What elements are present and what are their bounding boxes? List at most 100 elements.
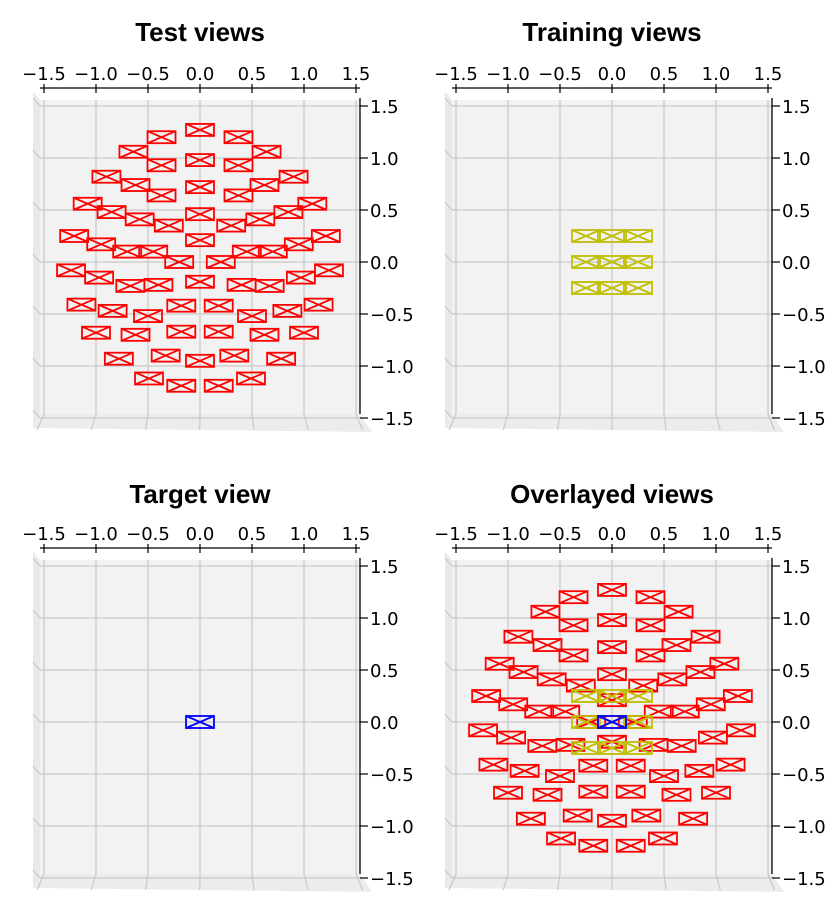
pane-wall-bottom [33,414,372,432]
camera-marker [503,629,534,644]
camera-marker [536,672,567,687]
camera-marker [571,741,601,755]
x-tick-label: −1.0 [74,64,118,85]
camera-marker [231,244,262,259]
camera-marker [257,244,288,259]
camera-marker [283,237,314,252]
camera-marker [558,590,589,605]
camera-marker [138,244,169,259]
camera-marker [185,153,215,167]
camera-marker [249,327,280,342]
camera-marker [623,741,653,755]
y-tick-label: 1.0 [782,609,811,630]
camera-marker [185,353,215,368]
camera-marker [185,233,215,248]
camera-marker [615,838,646,853]
grid-line-floor [502,413,509,431]
camera-marker [146,158,177,173]
grid-line-wall [444,869,453,879]
camera-marker [578,758,609,773]
camera-marker [532,787,563,802]
grid-line-floor [663,413,667,431]
camera-marker [120,327,151,342]
x-tick-label: 0.5 [650,64,679,85]
y-tick-label: 0.5 [782,201,811,222]
camera-marker [597,281,627,295]
camera-marker [185,715,215,729]
grid-line-wall [444,357,453,367]
camera-marker [578,838,609,853]
camera-marker [623,715,653,729]
camera-marker [631,808,662,823]
camera-marker [185,274,215,289]
camera-marker [558,648,589,663]
camera-marker [684,763,715,778]
camera-marker [278,169,309,184]
y-tick-label: 0.0 [782,253,811,274]
y-tick-label: −1.0 [370,357,414,378]
camera-marker [571,281,601,295]
camera-marker [530,604,561,619]
camera-marker [223,130,254,145]
camera-marker [216,218,247,233]
grid-line-wall [444,557,453,567]
y-tick-label: −1.5 [782,409,826,430]
camera-marker [545,769,575,783]
x-tick-label: 1.5 [754,64,783,85]
camera-marker [185,123,215,137]
grid-line-wall [444,409,453,419]
camera-marker [185,207,215,222]
camera-marker [649,769,679,783]
camera-marker [558,618,589,633]
grid-line-floor [90,873,97,891]
y-tick-label: 0.0 [370,713,399,734]
grid-line-wall [444,201,453,211]
camera-marker [709,656,740,671]
grid-line-floor [36,873,45,891]
pane-wall-left [445,552,452,888]
grid-line-wall [32,817,41,827]
pane-wall-bottom [445,874,784,892]
x-tick-label: −0.5 [126,524,170,545]
panel-test-views: −1.5 −1.0 −0.5 0.0 0.5 1.0 1.5 1.5 1.0 0.5 0.0 −0.5… [22,64,414,432]
x-tick-label: −0.5 [126,64,170,85]
title-target-view: Target view [129,479,271,509]
camera-marker [96,205,127,219]
y-tick-label: 1.5 [782,557,811,578]
camera-marker [661,787,692,802]
grid-line-floor [144,873,149,891]
camera-marker [245,212,276,227]
camera-marker [597,613,627,627]
camera-marker [289,325,319,340]
y-tick-label: 0.5 [370,201,399,222]
y-tick-label: −0.5 [370,305,414,326]
grid-line-floor [251,413,255,431]
grid-line-floor [715,873,721,891]
x-tick-label: 0.0 [186,64,215,85]
grid-line-wall [444,97,453,107]
camera-marker [56,263,86,278]
y-tick-label: 0.5 [370,661,399,682]
grid-line-floor [502,873,509,891]
grid-line-floor [663,873,667,891]
camera-marker [203,298,234,313]
y-tick-label: −1.0 [370,817,414,838]
camera-marker [143,277,174,292]
camera-marker [272,303,303,318]
camera-marker [515,811,546,826]
grid-line-wall [444,609,453,619]
grid-line-wall [444,149,453,159]
camera-marker [623,689,653,703]
grid-line-floor [251,873,255,891]
panel-overlayed-views: −1.5 −1.0 −0.5 0.0 0.5 1.0 1.5 1.5 1.0 0.5 0.0 −0.5… [434,524,826,892]
camera-marker [615,758,646,773]
grid-line-wall [444,305,453,315]
camera-marker [120,178,151,192]
camera-marker [314,263,344,278]
grid-line-floor [556,413,561,431]
camera-marker [578,784,609,799]
grid-line-wall [444,253,453,263]
x-tick-label: −0.5 [538,524,582,545]
grid-line-floor [303,413,309,431]
